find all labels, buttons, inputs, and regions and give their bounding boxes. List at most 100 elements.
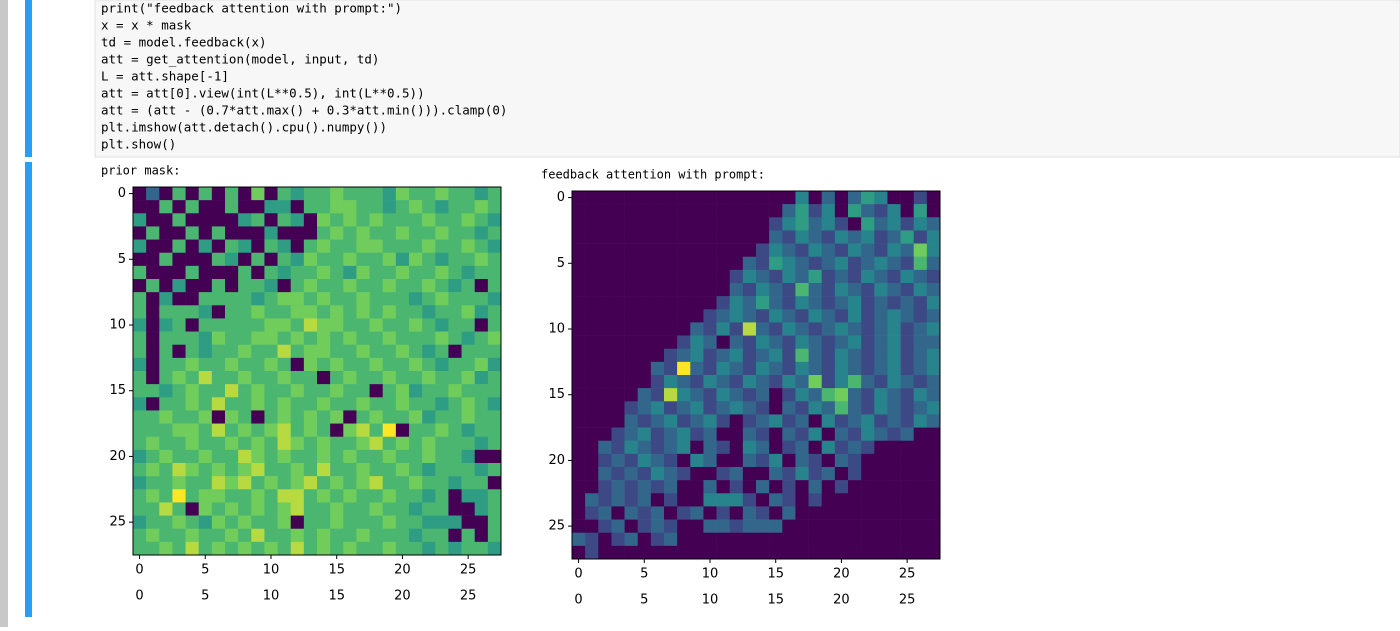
heatmap-cell (795, 204, 809, 218)
heatmap-cell (742, 414, 757, 428)
heatmap-cell (637, 204, 652, 218)
heatmap-cell (185, 476, 200, 490)
heatmap-cell (185, 252, 200, 267)
heatmap-cell (716, 269, 731, 284)
heatmap-cell (409, 502, 423, 516)
heatmap-cell (277, 357, 292, 372)
heatmap-cell (716, 519, 731, 534)
heatmap-cell (782, 348, 796, 363)
heatmap-cell (572, 506, 586, 520)
heatmap-cell (808, 283, 823, 297)
heatmap-cell (716, 296, 731, 310)
heatmap-cell (742, 204, 757, 218)
heatmap-cell (690, 256, 704, 271)
heatmap-cell (808, 414, 823, 428)
heatmap-cell (729, 519, 744, 534)
heatmap-cell (637, 545, 652, 560)
code-cell[interactable] (94, 0, 1400, 158)
heatmap-cell (677, 322, 691, 336)
heatmap-cell (317, 476, 331, 490)
code-line: att = get_attention(model, input, td) (101, 52, 379, 67)
heatmap-cell (795, 545, 809, 560)
heatmap-cell (795, 348, 809, 363)
heatmap-cell (782, 532, 796, 547)
heatmap-cell (264, 357, 278, 372)
heatmap-cell (198, 476, 213, 490)
heatmap-cell (382, 252, 397, 267)
heatmap-cell (133, 410, 147, 424)
heatmap-cell (795, 519, 809, 534)
heatmap-cell (382, 213, 397, 227)
heatmap-cell (913, 256, 928, 271)
heatmap-cell (782, 545, 796, 560)
heatmap-cell (926, 480, 941, 494)
heatmap-cell (435, 213, 449, 227)
heatmap-cell (172, 265, 186, 280)
heatmap-cell (277, 344, 292, 359)
heatmap-cell (198, 226, 213, 240)
heatmap-cell (133, 344, 147, 359)
heatmap-cell (159, 449, 173, 464)
heatmap-cell (598, 256, 612, 271)
heatmap-cell (317, 541, 331, 556)
heatmap-cell (290, 397, 305, 411)
heatmap-cell (716, 493, 731, 507)
heatmap-cell (303, 265, 318, 280)
heatmap-cell (769, 191, 783, 205)
heatmap-cell (611, 361, 625, 376)
heatmap-cell (382, 541, 397, 556)
heatmap-cell (264, 528, 278, 543)
heatmap-cell (848, 480, 862, 494)
heatmap-cell (317, 371, 331, 385)
heatmap-cell (834, 322, 849, 336)
heatmap-cell (185, 331, 200, 346)
heatmap-cell (742, 335, 757, 350)
heatmap-cell (409, 436, 423, 451)
heatmap-cell (769, 388, 783, 402)
heatmap-cell (225, 515, 239, 530)
x-tick-label: 5 (640, 567, 648, 582)
heatmap-cell (172, 239, 186, 254)
heatmap-cell (382, 226, 397, 240)
heatmap-cell (277, 476, 292, 490)
heatmap-cell (238, 305, 252, 319)
heatmap-cell (874, 388, 888, 402)
heatmap-cell (369, 213, 384, 227)
heatmap-cell (677, 545, 691, 560)
heatmap-cell (821, 375, 836, 389)
heatmap-cell (900, 296, 915, 310)
heatmap-cell (861, 414, 875, 428)
heatmap-cell (861, 493, 875, 507)
heatmap-cell (264, 515, 278, 530)
heatmap-cell (611, 453, 625, 468)
heatmap-cell (474, 397, 489, 411)
heatmap-cell (834, 335, 849, 350)
heatmap-cell (448, 397, 462, 411)
heatmap-cell (900, 322, 915, 336)
heatmap-cell (585, 322, 599, 336)
heatmap-cell (172, 476, 186, 490)
heatmap-cell (874, 348, 888, 363)
heatmap-cell (874, 204, 888, 218)
heatmap-cell (703, 217, 717, 231)
heatmap-cell (598, 296, 612, 310)
heatmap-cell (874, 545, 888, 560)
heatmap-cell (133, 357, 147, 372)
heatmap-cell (435, 318, 449, 332)
heatmap-cell (795, 467, 809, 481)
heatmap-cell (133, 397, 147, 411)
heatmap-cell (159, 397, 173, 411)
heatmap-cell (861, 322, 875, 336)
heatmap-cell (474, 410, 489, 424)
heatmap-cell (435, 449, 449, 464)
heatmap-cell (848, 467, 862, 481)
heatmap-cell (926, 309, 941, 323)
heatmap-cell (277, 292, 292, 306)
heatmap-cell (637, 361, 652, 376)
heatmap-cell (887, 388, 901, 402)
heatmap-cell (369, 344, 384, 359)
heatmap-cell (395, 187, 410, 201)
heatmap-cell (290, 331, 305, 346)
heatmap-cell (690, 375, 704, 389)
heatmap-cell (343, 410, 357, 424)
